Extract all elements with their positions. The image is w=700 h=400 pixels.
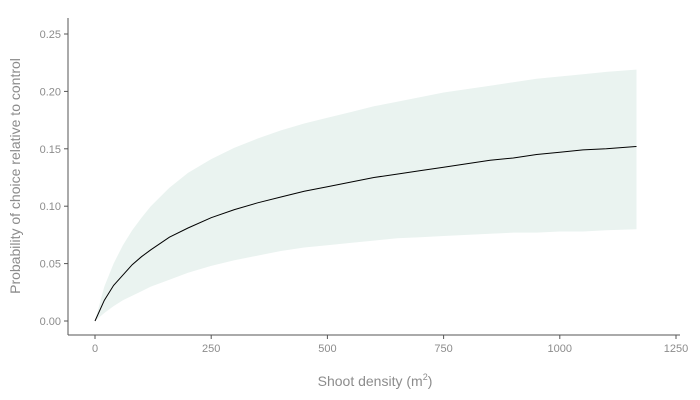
- x-tick-label: 250: [202, 343, 220, 355]
- y-axis-title: Probability of choice relative to contro…: [7, 58, 23, 294]
- x-axis-title: Shoot density (m2): [318, 372, 433, 389]
- x-tick-label: 1000: [548, 343, 572, 355]
- y-tick-label: 0.15: [40, 144, 61, 156]
- y-tick-label: 0.10: [40, 201, 61, 213]
- x-tick-label: 0: [92, 343, 98, 355]
- x-tick-label: 1250: [664, 343, 688, 355]
- plot-area: [94, 69, 637, 322]
- x-axis-title-base: Shoot density (m: [318, 373, 423, 389]
- x-tick-label: 500: [318, 343, 336, 355]
- x-axis-ticks: 0 250 500 750 1000 1250: [92, 335, 688, 355]
- y-tick-label: 0.20: [40, 86, 61, 98]
- y-axis-ticks: 0.00 0.05 0.10 0.15 0.20 0.25: [40, 29, 68, 328]
- x-tick-label: 750: [434, 343, 452, 355]
- y-tick-label: 0.25: [40, 29, 61, 41]
- confidence-band: [95, 69, 637, 321]
- y-tick-label: 0.05: [40, 259, 61, 271]
- y-tick-label: 0.00: [40, 316, 61, 328]
- fitted-line: [94, 146, 637, 322]
- x-axis-title-superscript: 2: [423, 372, 428, 382]
- x-axis-title-close: ): [428, 373, 433, 389]
